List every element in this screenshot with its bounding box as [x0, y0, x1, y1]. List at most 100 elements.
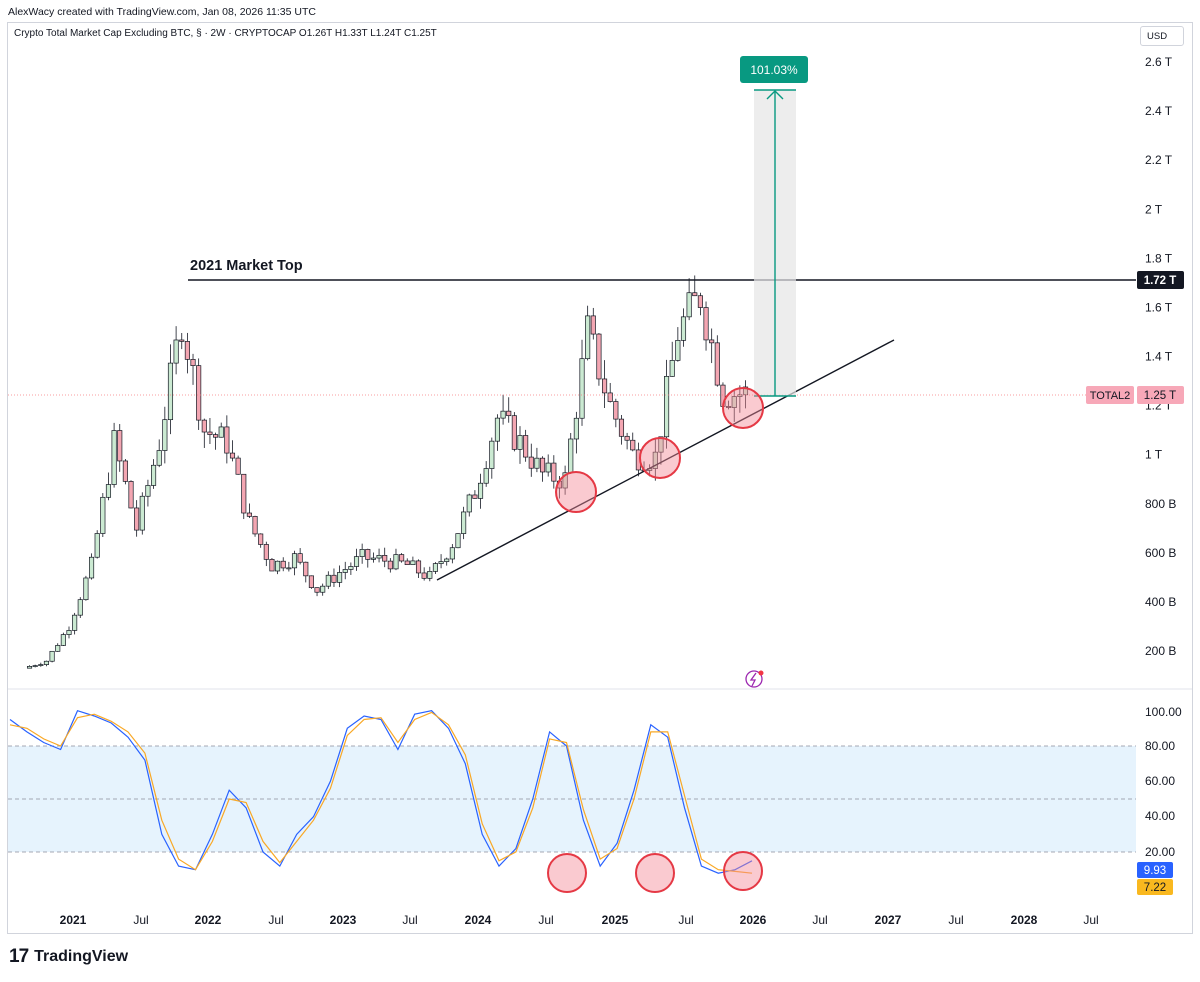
- candle-body: [111, 430, 117, 485]
- price-axis-tick: 200 B: [1145, 644, 1176, 658]
- candle-body: [410, 560, 416, 566]
- stoch-axis-tick: 60.00: [1145, 774, 1175, 788]
- candle-body: [579, 358, 585, 419]
- lightning-dot: [758, 670, 764, 676]
- candle-body: [297, 553, 303, 563]
- candle-body: [337, 572, 343, 583]
- stoch-d-line: [9, 711, 753, 874]
- candle-body: [427, 571, 433, 579]
- time-axis-tick: 2025: [602, 913, 629, 927]
- time-axis-tick: Jul: [402, 913, 417, 927]
- candle-body: [528, 456, 534, 469]
- lightning-icon[interactable]: [745, 670, 763, 688]
- candle-body: [308, 575, 314, 588]
- candle-body: [539, 457, 546, 473]
- candle-body: [88, 556, 95, 579]
- time-axis-tick: 2024: [465, 913, 492, 927]
- candle-body: [353, 556, 360, 567]
- candle-body: [167, 362, 174, 421]
- candle-body: [105, 484, 112, 498]
- stoch-k-line: [9, 709, 753, 874]
- candle-body: [94, 533, 100, 558]
- candle-body: [145, 485, 151, 497]
- candle-body: [664, 376, 670, 438]
- candle-body: [534, 457, 540, 469]
- candle-body: [382, 555, 388, 562]
- time-axis-tick: Jul: [678, 913, 693, 927]
- time-axis-tick: 2026: [740, 913, 767, 927]
- candle-body: [320, 585, 326, 593]
- top-level-label: 1.72 T: [1144, 275, 1177, 287]
- price-axis-tick: 2.2 T: [1145, 153, 1173, 167]
- price-axis-tick: 1.4 T: [1145, 350, 1173, 364]
- candle-body: [269, 559, 275, 572]
- candle-body: [731, 396, 737, 408]
- candle-body: [399, 554, 405, 562]
- stoch-oversold-circle: [547, 853, 587, 893]
- candle-body: [714, 342, 720, 386]
- candle-body: [258, 533, 264, 545]
- candle-body: [438, 561, 444, 564]
- candle-body: [692, 292, 698, 297]
- candle-body: [83, 577, 89, 601]
- candle-body: [545, 462, 551, 473]
- candle-body: [686, 292, 692, 318]
- candle-body: [675, 340, 681, 361]
- candle-body: [658, 436, 664, 453]
- candle-body: [122, 460, 128, 482]
- candle-body: [128, 481, 134, 509]
- candle-body: [455, 533, 461, 549]
- candle-body: [709, 339, 715, 344]
- candle-body: [38, 664, 44, 666]
- candle-body: [218, 426, 224, 438]
- tradingview-logo: 17 TradingView: [9, 946, 128, 968]
- time-axis-tick: Jul: [1083, 913, 1098, 927]
- candle-body: [184, 341, 190, 360]
- candle-body: [173, 339, 179, 364]
- candle-body: [523, 435, 529, 458]
- market-top-label: 2021 Market Top: [190, 258, 303, 274]
- candle-body: [415, 560, 422, 574]
- candle-body: [742, 386, 749, 396]
- candle-body: [291, 553, 298, 569]
- tradingview-mark-icon: 17: [9, 946, 29, 967]
- candle-body: [26, 666, 33, 669]
- tradingview-brand: TradingView: [34, 948, 129, 965]
- candle-body: [726, 406, 732, 408]
- candle-body: [72, 614, 78, 631]
- time-axis-tick: Jul: [948, 913, 963, 927]
- price-pane[interactable]: 2.6 T2.4 T2.2 T2 T1.8 T1.6 T1.4 T1.2 T1 …: [8, 55, 1184, 688]
- candle-body: [489, 440, 495, 469]
- symbol-tag-box: [1086, 386, 1134, 404]
- candle-body: [342, 569, 348, 573]
- time-axis-tick: Jul: [268, 913, 283, 927]
- time-axis-tick: 2027: [875, 913, 902, 927]
- support-trendline[interactable]: [436, 339, 895, 581]
- candle-body: [703, 307, 709, 341]
- candle-body: [562, 472, 568, 489]
- candle-body: [697, 295, 703, 308]
- price-axis-tick: 600 B: [1145, 546, 1176, 560]
- candle-body: [585, 315, 591, 360]
- time-axis-tick: 2023: [330, 913, 357, 927]
- candle-body: [201, 419, 207, 433]
- candle-body: [444, 558, 450, 562]
- stoch-rsi-pane[interactable]: 100.00 80.00 60.00 40.00 20.00 9.93 7.22: [8, 688, 1192, 895]
- candle-body: [602, 378, 608, 394]
- time-axis[interactable]: 2021 Jul 2022 Jul 2023 Jul 2024 Jul 2025 Jul 2026 J…: [60, 913, 1099, 927]
- candle-body: [365, 549, 371, 560]
- candle-body: [348, 566, 354, 570]
- candle-body: [680, 316, 687, 341]
- candle-body: [376, 555, 382, 559]
- candle-body: [404, 560, 410, 566]
- time-axis-tick: 2028: [1011, 913, 1038, 927]
- candle-body: [286, 567, 292, 570]
- stoch-axis-tick: 20.00: [1145, 845, 1175, 859]
- candle-body: [134, 507, 140, 531]
- symbol-tag: TOTAL2: [1090, 390, 1131, 402]
- candle-body: [156, 450, 162, 466]
- currency-button[interactable]: USD: [1140, 26, 1184, 46]
- candle-body: [151, 464, 157, 486]
- measure-label-box: [740, 56, 808, 83]
